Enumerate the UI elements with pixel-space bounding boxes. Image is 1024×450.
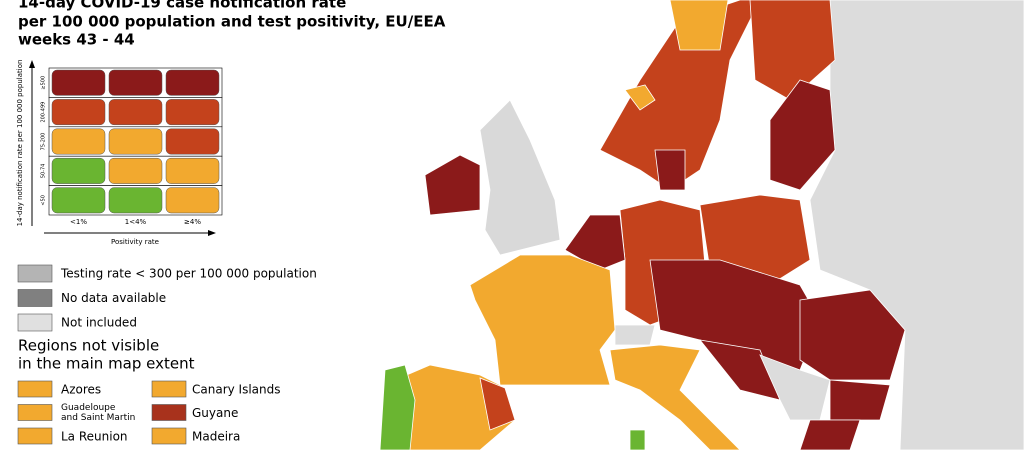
- matrix-cell: [165, 157, 220, 184]
- matrix-row-label: <50: [41, 195, 47, 206]
- denmark: [654, 149, 686, 191]
- region-label: Guadeloupe: [61, 403, 116, 413]
- matrix-cell: [165, 69, 220, 96]
- matrix-cell: [51, 99, 106, 126]
- region-label: Madeira: [192, 430, 240, 444]
- region-swatch: [17, 427, 53, 445]
- switzerland: [614, 324, 656, 346]
- norway-north: [669, 0, 729, 51]
- baltics: [769, 79, 836, 191]
- region-label: Guyane: [192, 406, 238, 420]
- france: [469, 254, 616, 386]
- matrix-column-label: 1<4%: [125, 218, 147, 226]
- matrix-row-label: 200-499: [41, 102, 47, 123]
- region-swatch: [17, 380, 53, 398]
- x-arrow-head: [208, 230, 216, 236]
- matrix-cell: [165, 99, 220, 126]
- matrix-cell: [108, 128, 163, 155]
- y-arrow-head: [29, 60, 35, 68]
- sardinia: [629, 429, 646, 450]
- matrix-cell: [51, 128, 106, 155]
- uk: [479, 99, 561, 256]
- matrix-cell: [165, 187, 220, 214]
- region-label: La Reunion: [61, 430, 128, 444]
- portugal: [379, 364, 416, 450]
- romania: [799, 289, 906, 381]
- legend-label: Testing rate < 300 per 100 000 populatio…: [60, 267, 317, 281]
- spain-northeast: [479, 377, 516, 431]
- map: [379, 0, 1024, 450]
- legend-swatch: [17, 264, 53, 283]
- matrix-column-label: <1%: [70, 218, 87, 226]
- matrix-column-label: ≥4%: [184, 218, 201, 226]
- legend-label: Not included: [61, 316, 137, 330]
- x-axis-label: Positivity rate: [111, 238, 159, 246]
- region-swatch: [151, 380, 187, 398]
- region-swatch: [151, 404, 187, 421]
- regions-heading: Regions not visible: [18, 337, 159, 355]
- matrix-row-label: ≥500: [41, 76, 47, 90]
- matrix-cell: [165, 128, 220, 155]
- title-line: per 100 000 population and test positivi…: [18, 13, 446, 31]
- legend: Testing rate < 300 per 100 000 populatio…: [17, 264, 317, 332]
- matrix-row-label: 50-74: [41, 164, 47, 179]
- regions-heading: in the main map extent: [18, 355, 195, 373]
- bulgaria: [829, 379, 891, 421]
- matrix-row-label: 75-200: [41, 133, 47, 151]
- title-line: weeks 43 - 44: [18, 31, 135, 49]
- region-label: Canary Islands: [192, 383, 281, 397]
- legend-swatch: [17, 289, 53, 307]
- matrix-cell: [51, 187, 106, 214]
- norway-west: [624, 84, 656, 111]
- title-line: 14-day COVID-19 case notification rate: [18, 0, 346, 12]
- region-swatch: [17, 404, 53, 421]
- finland: [749, 0, 836, 101]
- region-label: Azores: [61, 383, 101, 397]
- legend-swatch: [17, 313, 53, 332]
- greece: [799, 419, 861, 450]
- matrix-cell: [108, 99, 163, 126]
- matrix-cell: [108, 157, 163, 184]
- y-axis-label: 14-day notification rate per 100 000 pop…: [16, 60, 24, 227]
- region-label: and Saint Martin: [61, 413, 135, 423]
- legend-label: No data available: [61, 291, 166, 305]
- region-swatch: [151, 427, 187, 445]
- matrix-cell: [51, 157, 106, 184]
- matrix-cell: [51, 69, 106, 96]
- italy: [609, 344, 741, 450]
- matrix-cell: [108, 69, 163, 96]
- matrix-cell: [108, 187, 163, 214]
- matrix: 14-day notification rate per 100 000 pop…: [16, 60, 223, 246]
- ireland: [424, 154, 481, 216]
